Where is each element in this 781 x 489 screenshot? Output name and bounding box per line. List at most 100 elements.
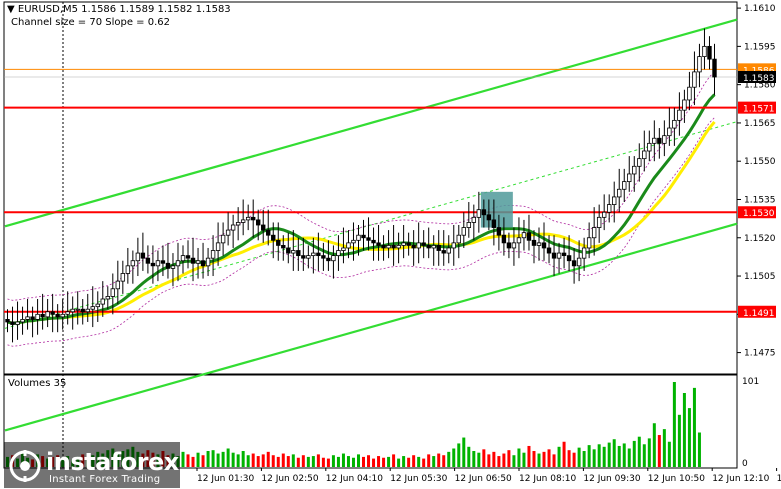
candle <box>381 235 386 261</box>
candle-body <box>521 232 527 239</box>
candle <box>195 247 201 279</box>
watermark-brand: instaforex <box>46 448 179 476</box>
candle-body <box>461 227 466 236</box>
candle-body <box>682 99 687 111</box>
y-tick-label: 1.1580 <box>744 81 776 91</box>
candle-body <box>511 242 517 249</box>
x-tick-label: 12 Jun 10:50 <box>648 474 705 484</box>
candle <box>336 235 341 271</box>
candle-body <box>331 255 336 262</box>
candle-body <box>261 224 266 231</box>
candle-body <box>692 71 697 88</box>
candle-body <box>576 257 582 267</box>
candle-body <box>205 257 211 267</box>
candle-body <box>20 319 25 323</box>
candle <box>215 222 221 266</box>
candle-body <box>617 188 622 198</box>
candle <box>110 273 116 315</box>
candle-body <box>622 181 627 190</box>
candle <box>90 286 95 328</box>
candle-body <box>667 127 672 137</box>
candle <box>687 71 692 111</box>
candle-body <box>441 250 446 254</box>
candle <box>692 51 697 106</box>
x-tick-label: 12 Jun 06:50 <box>455 474 512 484</box>
candle <box>466 202 472 238</box>
current-price-tag: 1.1583 <box>743 74 775 84</box>
candle-body <box>396 245 401 249</box>
candle-body <box>5 319 10 323</box>
candle <box>511 227 517 266</box>
candle <box>50 293 55 333</box>
candle-body <box>506 242 512 249</box>
x-tick-label: 12 Jun 12:10 <box>712 474 769 484</box>
candle <box>451 225 456 266</box>
candle-body <box>150 262 156 267</box>
candle-body <box>471 216 477 223</box>
candle <box>120 260 126 294</box>
x-tick-label: 12 Jun 05:30 <box>390 474 447 484</box>
candle <box>506 232 512 259</box>
candle <box>366 217 371 251</box>
candle-body <box>476 209 482 218</box>
candle-body <box>536 242 542 246</box>
candle <box>351 222 356 261</box>
candle <box>205 247 211 277</box>
candle <box>306 245 311 269</box>
candle <box>125 247 131 284</box>
candle <box>75 291 80 325</box>
candle <box>391 225 396 266</box>
x-tick-label: 12 Jun 13:30 <box>777 474 781 484</box>
candle-body <box>155 260 161 267</box>
candle <box>561 237 567 269</box>
candle-body <box>406 242 411 246</box>
candle <box>441 230 446 266</box>
candle-body <box>431 245 436 249</box>
candle <box>431 235 436 266</box>
candle-body <box>291 250 296 254</box>
candle-body <box>591 227 597 239</box>
candle-body <box>712 58 717 78</box>
x-tick-label: 12 Jun 08:10 <box>519 474 576 484</box>
candle-body <box>672 119 677 129</box>
candle <box>581 237 587 271</box>
candle <box>521 219 527 251</box>
candle <box>421 230 426 259</box>
candle <box>501 217 507 256</box>
candle-body <box>601 211 607 218</box>
candle-body <box>276 239 281 246</box>
candle-body <box>190 257 196 264</box>
candle <box>541 222 547 261</box>
candle-body <box>677 109 682 121</box>
candle <box>235 207 241 241</box>
symbol-readout: ▼ EURUSD,M5 1.1586 1.1589 1.1582 1.1583 <box>7 4 231 15</box>
candle-body <box>185 255 191 259</box>
candle-body <box>145 257 151 264</box>
candle <box>617 168 622 213</box>
candle <box>331 245 336 279</box>
candle <box>436 230 441 266</box>
volume-max-label: 101 <box>742 377 759 387</box>
candle-body <box>105 296 110 300</box>
candle-body <box>40 313 45 318</box>
candle <box>526 214 532 251</box>
candle <box>596 204 602 243</box>
candle-body <box>256 219 261 226</box>
candle <box>496 214 502 251</box>
channel-mid-line <box>4 121 738 329</box>
candle <box>281 235 286 261</box>
candle <box>647 130 652 162</box>
candle <box>130 250 136 284</box>
candle <box>175 242 181 282</box>
candle-body <box>456 234 461 244</box>
candle <box>712 43 717 95</box>
candle <box>35 299 40 335</box>
candle-body <box>35 313 40 320</box>
candle <box>5 309 10 333</box>
candle <box>45 299 50 328</box>
candle-body <box>426 245 431 249</box>
candle <box>10 306 15 343</box>
candle-body <box>210 250 216 259</box>
candle <box>486 199 492 231</box>
